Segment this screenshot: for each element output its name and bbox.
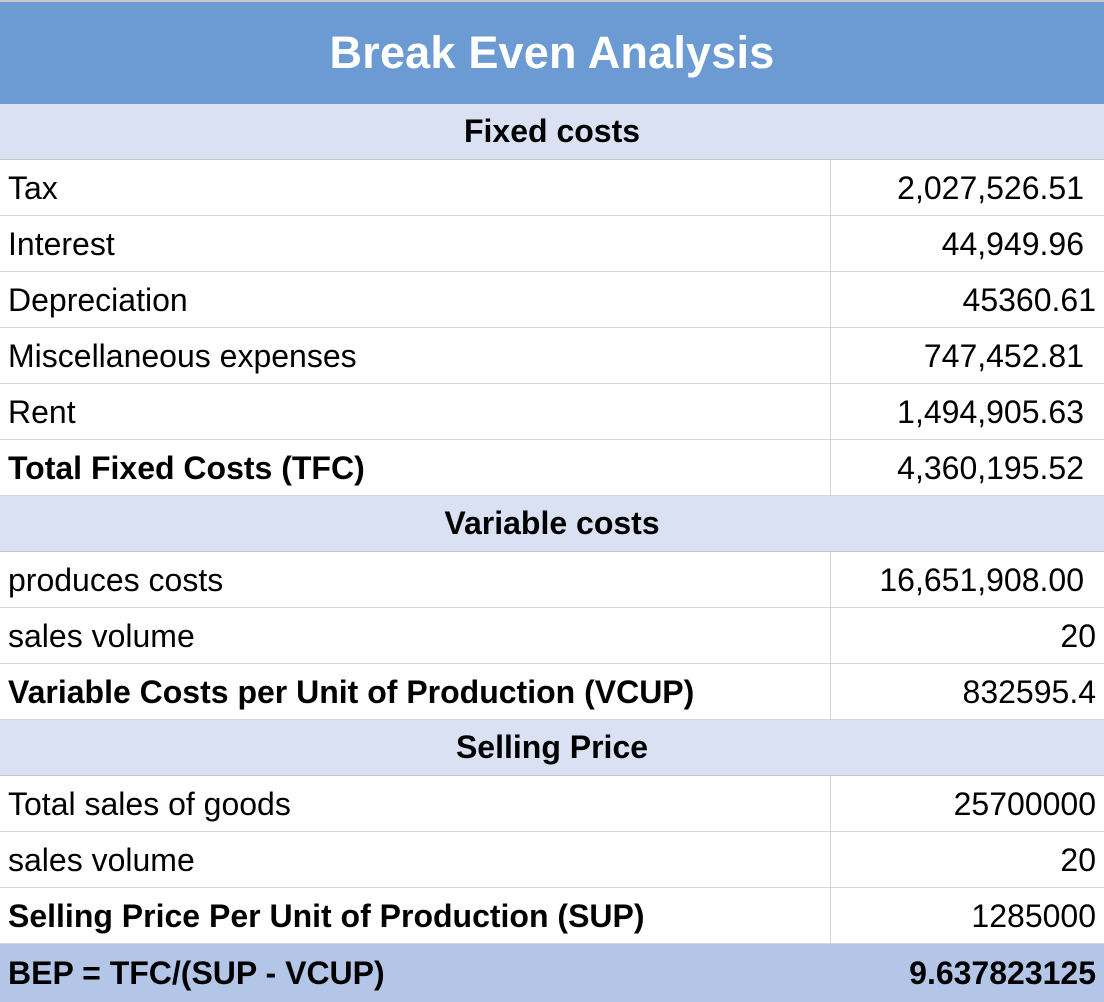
table-row[interactable]: Depreciation 45360.61: [0, 272, 1104, 328]
table-row[interactable]: sales volume 20: [0, 832, 1104, 888]
table-row[interactable]: Miscellaneous expenses 747,452.81: [0, 328, 1104, 384]
row-label: Total sales of goods: [8, 786, 291, 822]
row-value[interactable]: 16,651,908.00: [830, 552, 1104, 608]
row-value[interactable]: 1,494,905.63: [830, 384, 1104, 440]
bep-row[interactable]: BEP = TFC/(SUP - VCUP) 9.637823125: [0, 944, 1104, 1002]
row-value[interactable]: 25700000: [830, 776, 1104, 832]
row-label: Miscellaneous expenses: [8, 338, 357, 374]
sup-row[interactable]: Selling Price Per Unit of Production (SU…: [0, 888, 1104, 944]
table-row[interactable]: produces costs 16,651,908.00: [0, 552, 1104, 608]
table-row[interactable]: sales volume 20: [0, 608, 1104, 664]
row-value[interactable]: 20: [830, 832, 1104, 888]
total-fixed-costs-row[interactable]: Total Fixed Costs (TFC) 4,360,195.52: [0, 440, 1104, 496]
row-label: Interest: [8, 226, 115, 262]
section-variable-costs: Variable costs: [0, 496, 1104, 552]
table-row[interactable]: Interest 44,949.96: [0, 216, 1104, 272]
row-label: Total Fixed Costs (TFC): [8, 450, 365, 486]
section-fixed-costs: Fixed costs: [0, 104, 1104, 160]
row-value[interactable]: 2,027,526.51: [830, 160, 1104, 216]
row-label: sales volume: [8, 842, 195, 878]
row-value[interactable]: 44,949.96: [830, 216, 1104, 272]
row-value[interactable]: 4,360,195.52: [830, 440, 1104, 496]
sheet-title: Break Even Analysis: [329, 27, 775, 78]
row-value[interactable]: 20: [830, 608, 1104, 664]
bep-value[interactable]: 9.637823125: [909, 955, 1096, 991]
section-title: Fixed costs: [463, 113, 641, 149]
row-label: Depreciation: [8, 282, 188, 318]
row-label: Variable Costs per Unit of Production (V…: [8, 674, 695, 710]
row-label: sales volume: [8, 618, 195, 654]
section-selling-price: Selling Price: [0, 720, 1104, 776]
row-value[interactable]: 1285000: [830, 888, 1104, 944]
row-value[interactable]: 45360.61: [830, 272, 1104, 328]
row-value[interactable]: 832595.4: [830, 664, 1104, 720]
section-title: Variable costs: [444, 505, 660, 541]
vcup-row[interactable]: Variable Costs per Unit of Production (V…: [0, 664, 1104, 720]
bep-label: BEP = TFC/(SUP - VCUP): [8, 955, 385, 991]
section-title: Selling Price: [455, 729, 649, 765]
row-label: Tax: [8, 170, 58, 206]
row-value[interactable]: 747,452.81: [830, 328, 1104, 384]
table-row[interactable]: Tax 2,027,526.51: [0, 160, 1104, 216]
row-label: Rent: [8, 394, 76, 430]
row-label: Selling Price Per Unit of Production (SU…: [8, 898, 645, 934]
title-bar: Break Even Analysis: [0, 0, 1104, 104]
table-row[interactable]: Rent 1,494,905.63: [0, 384, 1104, 440]
table-row[interactable]: Total sales of goods 25700000: [0, 776, 1104, 832]
row-label: produces costs: [8, 562, 224, 598]
